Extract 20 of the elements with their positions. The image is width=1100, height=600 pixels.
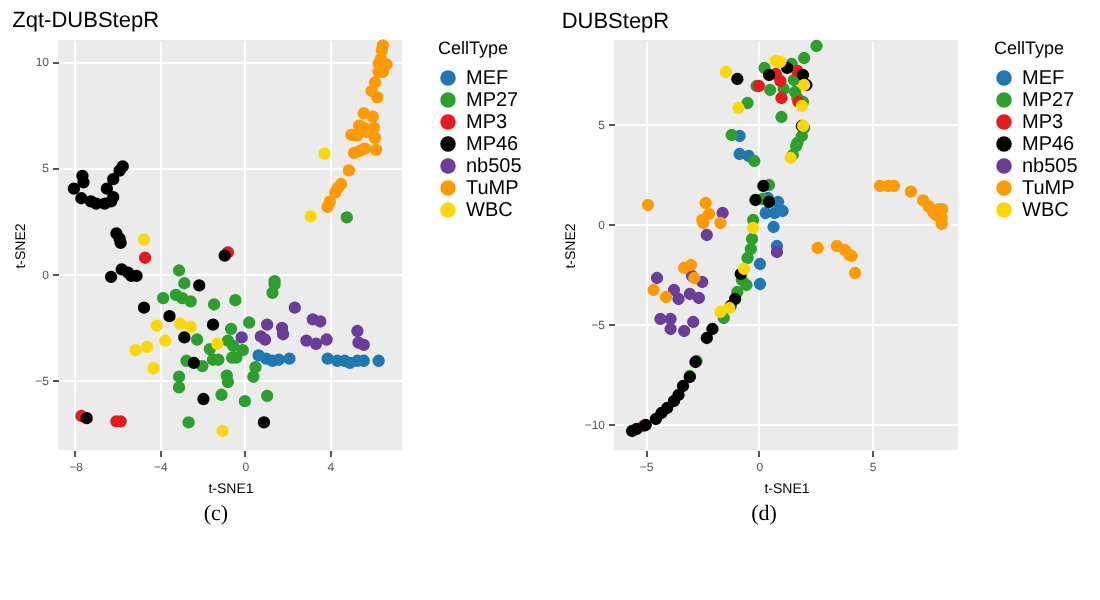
legend-label: MP3 xyxy=(1022,112,1064,134)
legend-label: nb505 xyxy=(466,156,523,178)
chart-title: Zqt-DUBStepR xyxy=(12,9,160,34)
legend-label: TuMP xyxy=(1022,178,1076,200)
text: (d) xyxy=(749,502,779,526)
legend-label: nb505 xyxy=(1022,156,1079,178)
legend-label: MP27 xyxy=(1022,90,1076,112)
legend-label: MEF xyxy=(1022,68,1065,90)
chart-title: DUBStepR xyxy=(561,9,670,34)
legend-label: MP27 xyxy=(466,90,520,112)
legend-label: WBC xyxy=(1022,200,1069,222)
legend-label: MP3 xyxy=(466,112,508,134)
legend-label: MP46 xyxy=(1022,134,1076,156)
legend-title: CellType xyxy=(994,38,1065,58)
legend-label: MEF xyxy=(466,68,509,90)
text: (c) xyxy=(201,502,231,526)
legend-title: CellType xyxy=(438,38,509,58)
legend-label: MP46 xyxy=(466,134,520,156)
legend-label: TuMP xyxy=(466,178,520,200)
legend-label: WBC xyxy=(466,200,513,222)
